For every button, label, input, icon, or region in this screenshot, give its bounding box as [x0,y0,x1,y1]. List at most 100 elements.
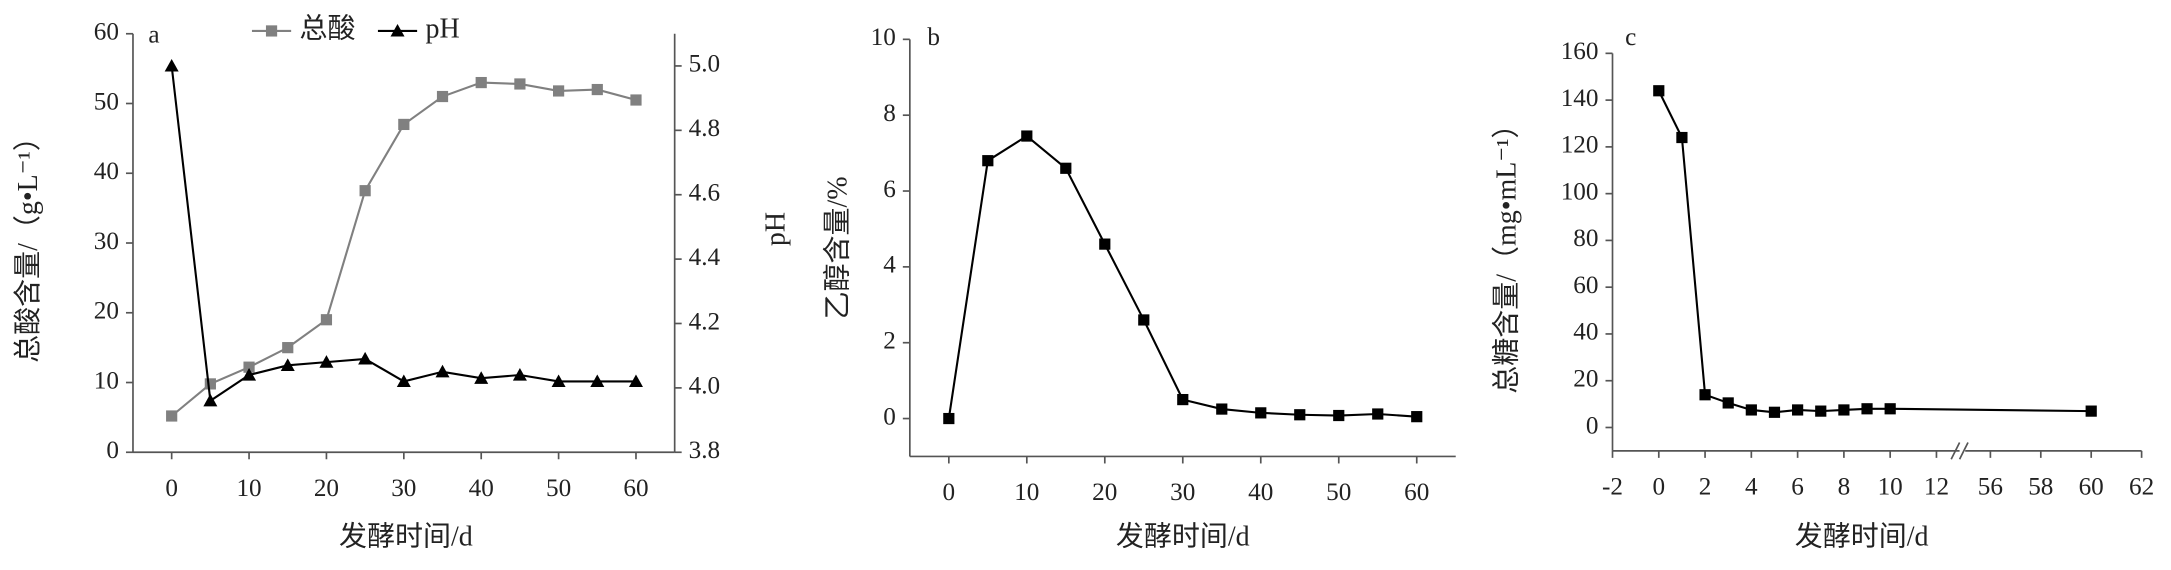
legend-label: 总酸 [300,12,356,44]
data-point [475,76,487,89]
data-point [1792,404,1804,416]
x-tick-label: 60 [2079,473,2104,500]
data-point [1838,404,1850,416]
data-point [243,361,255,373]
data-point [1177,393,1189,406]
y-tick-label: 0 [1586,412,1599,439]
x-tick-label: 56 [1978,473,2003,500]
data-point [280,358,295,371]
data-point [435,364,450,378]
y-tick-label: 2 [883,327,896,354]
y-tick-label: 40 [94,158,119,185]
data-point [358,351,373,365]
legend-marker [265,25,278,37]
legend-marker [390,23,405,37]
y-tick-label: 50 [94,88,119,115]
data-point [1216,403,1228,415]
y-tick-label: 30 [94,228,119,255]
x-tick-label: 2 [1699,473,1712,500]
x-tick-label: 40 [469,475,494,502]
data-point [282,342,294,354]
x-tick-label: 12 [1924,473,1949,500]
data-point [591,83,603,96]
x-tick-label: 4 [1745,473,1758,500]
y-tick-label: 10 [94,367,119,394]
x-tick-label: 0 [165,475,178,502]
data-point [166,410,178,422]
data-point [1021,130,1033,142]
data-point [514,78,526,90]
data-point [242,368,257,381]
y-tick-label: 0 [106,437,119,464]
y2-axis-label: pH [761,212,792,246]
data-point [1411,411,1423,423]
data-point [1372,408,1384,420]
data-point [1099,238,1111,250]
x-axis-label: 发酵时间/d [339,520,473,552]
y-tick-label: 20 [94,298,119,325]
data-point [512,368,527,381]
panel-label: a [148,21,159,48]
y2-tick-label: 5.0 [689,51,720,78]
y-tick-label: 4 [883,252,896,279]
x-tick-label: 10 [1014,479,1039,506]
y2-tick-label: 4.8 [689,115,720,142]
series-line [170,81,637,417]
data-point [1676,131,1688,144]
data-point [164,58,179,72]
y-tick-label: 10 [871,24,896,51]
data-point [203,393,218,407]
y-axis-label: 乙醇含量/% [821,176,853,319]
x-tick-label: 50 [546,475,571,502]
data-point [1653,85,1665,97]
data-point [1745,404,1757,416]
x-tick-label: 30 [1170,479,1195,506]
data-point [1861,403,1873,415]
y-tick-label: 6 [883,176,896,203]
panel-label: b [927,24,940,51]
y-tick-label: 40 [1573,319,1598,346]
y2-tick-label: 4.4 [689,244,721,271]
data-point [320,314,333,326]
data-point [1255,407,1267,419]
data-point [436,90,449,103]
data-point [1722,397,1734,409]
data-point [398,118,410,131]
panel-label: c [1625,24,1636,51]
data-point [1294,409,1306,421]
x-tick-label: 60 [623,475,648,502]
x-tick-label: 10 [1878,473,1903,500]
data-point [359,185,371,197]
data-point [396,374,411,388]
x-tick-label: 10 [236,475,261,502]
legend-label: pH [426,13,460,44]
data-point [1768,406,1781,418]
x-tick-label: 0 [1652,473,1665,500]
y-tick-label: 100 [1561,178,1599,205]
data-point [943,412,955,425]
y-tick-label: 60 [1573,272,1598,299]
series-line [1657,90,2092,414]
axis-break [1950,442,1961,460]
data-point [319,355,334,368]
y2-tick-label: 4.2 [689,308,720,335]
y-axis-label: 总糖含量/（mg•mL⁻¹） [1490,110,1522,393]
data-point [2085,405,2097,417]
x-tick-label: 0 [943,479,956,506]
y-tick-label: 0 [883,403,896,430]
y-tick-label: 160 [1561,38,1599,65]
data-point [551,374,566,388]
y2-tick-label: 4.0 [689,373,720,400]
x-tick-label: 58 [2028,473,2053,500]
data-point [590,374,605,388]
x-tick-label: 20 [314,475,339,502]
x-tick-label: 62 [2129,473,2154,500]
data-point [1884,403,1896,415]
x-tick-label: 6 [1791,473,1804,500]
x-tick-label: -2 [1602,473,1623,500]
data-point [628,374,643,388]
y2-tick-label: 3.8 [689,437,720,464]
data-point [1060,162,1072,174]
y-tick-label: 20 [1573,365,1598,392]
